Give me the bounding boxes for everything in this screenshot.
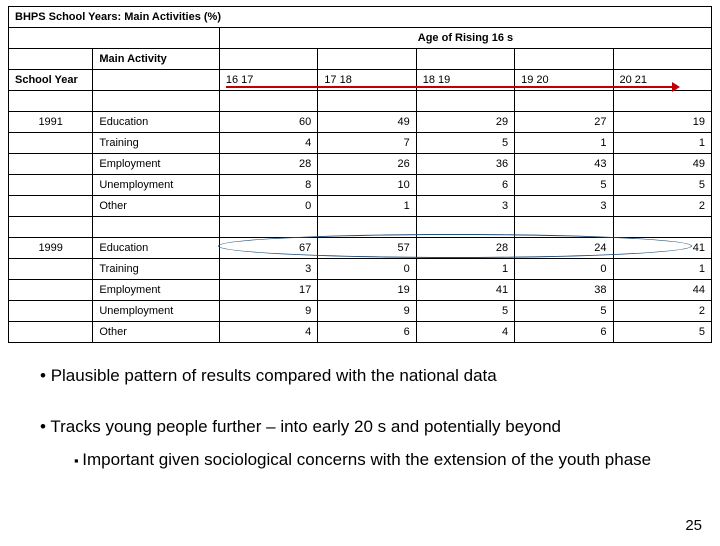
bullet-2: Tracks young people further – into early… bbox=[40, 416, 690, 439]
page-number: 25 bbox=[685, 517, 702, 534]
bullet-2-sub: Important given sociological concerns wi… bbox=[74, 449, 690, 472]
bhps-table: BHPS School Years: Main Activities (%)Ag… bbox=[8, 6, 712, 343]
data-table-container: BHPS School Years: Main Activities (%)Ag… bbox=[8, 6, 712, 343]
bullet-list: Plausible pattern of results compared wi… bbox=[40, 365, 690, 472]
blue-ellipse-annotation bbox=[218, 234, 692, 258]
bullet-1: Plausible pattern of results compared wi… bbox=[40, 365, 690, 388]
red-arrow-annotation bbox=[226, 86, 674, 88]
